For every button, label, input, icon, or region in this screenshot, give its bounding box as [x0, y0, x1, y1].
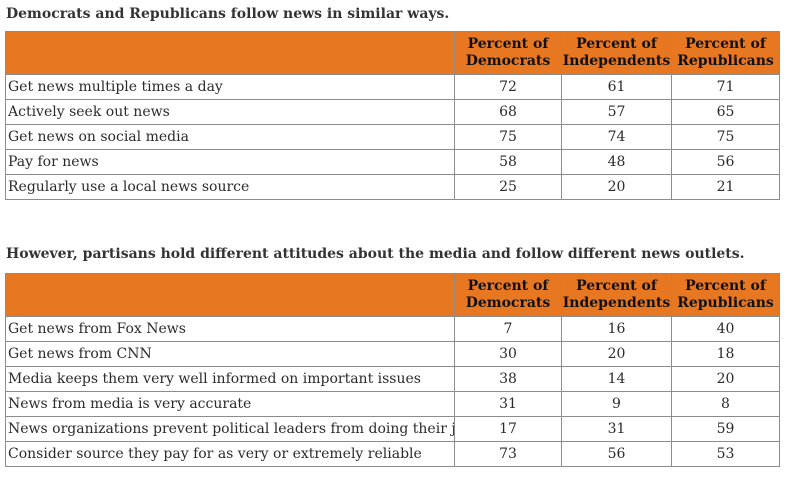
republicans-value: 40: [671, 316, 780, 342]
table-row: Get news on social media 75 74 75: [5, 124, 780, 150]
row-label: Regularly use a local news source: [5, 174, 455, 200]
header-democrats: Percent of Democrats: [454, 31, 562, 75]
header-democrats: Percent of Democrats: [454, 273, 562, 317]
independents-value: 48: [561, 149, 672, 175]
republicans-value: 8: [671, 391, 780, 417]
democrats-value: 73: [454, 441, 562, 467]
media-attitudes-table: Percent of Democrats Percent of Independ…: [5, 273, 780, 467]
table-header-row: Percent of Democrats Percent of Independ…: [5, 273, 780, 317]
row-label: Get news multiple times a day: [5, 74, 455, 100]
republicans-value: 53: [671, 441, 780, 467]
row-label: Consider source they pay for as very or …: [5, 441, 455, 467]
independents-value: 61: [561, 74, 672, 100]
independents-value: 16: [561, 316, 672, 342]
democrats-value: 31: [454, 391, 562, 417]
republicans-value: 71: [671, 74, 780, 100]
header-republicans-line-1: Percent of: [685, 36, 766, 52]
header-independents-line-2: Independents: [562, 295, 671, 311]
table-row: Regularly use a local news source 25 20 …: [5, 174, 780, 200]
table-2-caption: However, partisans hold different attitu…: [6, 246, 745, 262]
header-republicans-line-2: Republicans: [677, 53, 774, 69]
header-independents-line-1: Percent of: [576, 278, 657, 294]
header-republicans: Percent of Republicans: [671, 273, 780, 317]
row-label: Get news from Fox News: [5, 316, 455, 342]
table-row: Get news from CNN 30 20 18: [5, 341, 780, 367]
table-row: Pay for news 58 48 56: [5, 149, 780, 175]
democrats-value: 30: [454, 341, 562, 367]
table-row: News organizations prevent political lea…: [5, 416, 780, 442]
democrats-value: 72: [454, 74, 562, 100]
table-row: Media keeps them very well informed on i…: [5, 366, 780, 392]
independents-value: 20: [561, 341, 672, 367]
democrats-value: 75: [454, 124, 562, 150]
header-blank-cell: [5, 31, 455, 75]
table-row: News from media is very accurate 31 9 8: [5, 391, 780, 417]
header-republicans-line-2: Republicans: [677, 295, 774, 311]
row-label: Get news on social media: [5, 124, 455, 150]
table-row: Get news multiple times a day 72 61 71: [5, 74, 780, 100]
republicans-value: 59: [671, 416, 780, 442]
table-header-row: Percent of Democrats Percent of Independ…: [5, 31, 780, 75]
header-independents-line-2: Independents: [562, 53, 671, 69]
header-independents: Percent of Independents: [561, 31, 672, 75]
header-republicans-line-1: Percent of: [685, 278, 766, 294]
independents-value: 74: [561, 124, 672, 150]
independents-value: 14: [561, 366, 672, 392]
header-democrats-line-2: Democrats: [465, 53, 551, 69]
news-habits-table: Percent of Democrats Percent of Independ…: [5, 31, 780, 200]
independents-value: 57: [561, 99, 672, 125]
header-republicans: Percent of Republicans: [671, 31, 780, 75]
democrats-value: 17: [454, 416, 562, 442]
table-row: Consider source they pay for as very or …: [5, 441, 780, 467]
row-label: Get news from CNN: [5, 341, 455, 367]
table-row: Get news from Fox News 7 16 40: [5, 316, 780, 342]
independents-value: 9: [561, 391, 672, 417]
democrats-value: 7: [454, 316, 562, 342]
republicans-value: 65: [671, 99, 780, 125]
row-label: News organizations prevent political lea…: [5, 416, 455, 442]
header-independents-line-1: Percent of: [576, 36, 657, 52]
header-democrats-line-2: Democrats: [465, 295, 551, 311]
row-label: Actively seek out news: [5, 99, 455, 125]
democrats-value: 68: [454, 99, 562, 125]
row-label: News from media is very accurate: [5, 391, 455, 417]
republicans-value: 18: [671, 341, 780, 367]
republicans-value: 20: [671, 366, 780, 392]
democrats-value: 25: [454, 174, 562, 200]
republicans-value: 56: [671, 149, 780, 175]
header-blank-cell: [5, 273, 455, 317]
democrats-value: 58: [454, 149, 562, 175]
header-democrats-line-1: Percent of: [467, 278, 549, 294]
independents-value: 31: [561, 416, 672, 442]
republicans-value: 21: [671, 174, 780, 200]
independents-value: 20: [561, 174, 672, 200]
header-independents: Percent of Independents: [561, 273, 672, 317]
democrats-value: 38: [454, 366, 562, 392]
row-label: Pay for news: [5, 149, 455, 175]
table-row: Actively seek out news 68 57 65: [5, 99, 780, 125]
independents-value: 56: [561, 441, 672, 467]
table-1-caption: Democrats and Republicans follow news in…: [6, 6, 450, 22]
republicans-value: 75: [671, 124, 780, 150]
header-democrats-line-1: Percent of: [467, 36, 549, 52]
row-label: Media keeps them very well informed on i…: [5, 366, 455, 392]
